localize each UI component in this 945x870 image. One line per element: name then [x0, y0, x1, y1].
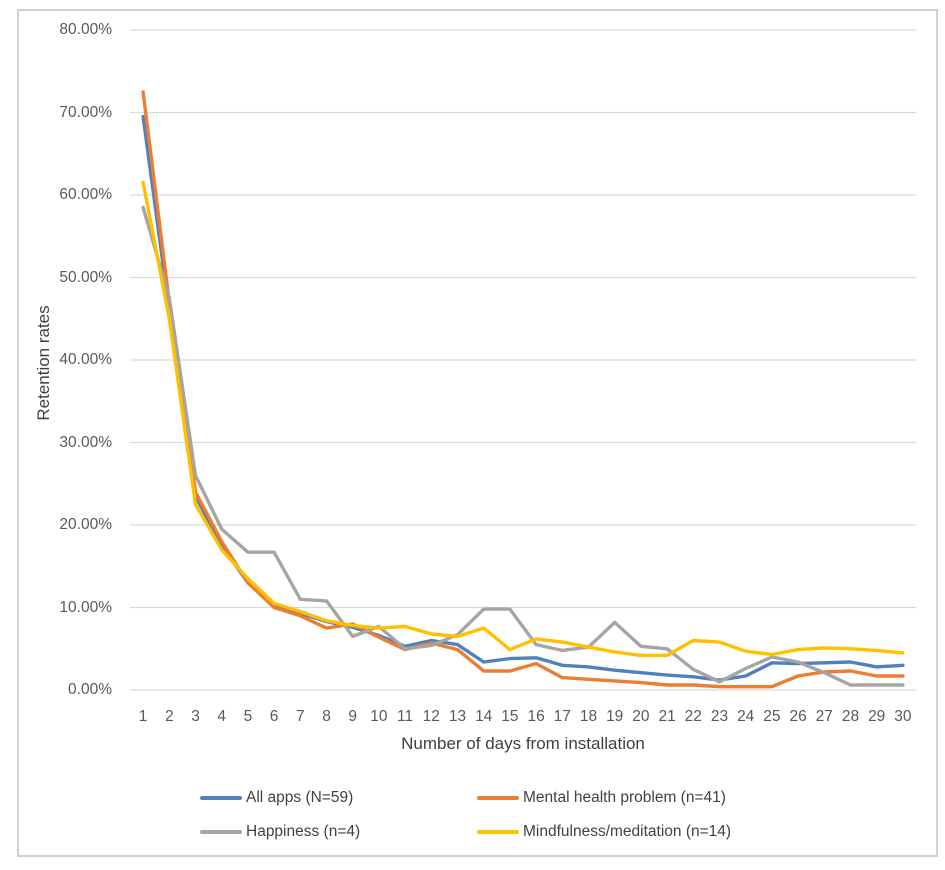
x-tick-label-9: 9: [348, 708, 357, 725]
y-tick-label-10_00pct: 10.00%: [59, 598, 112, 616]
x-tick-label-10: 10: [370, 708, 388, 725]
legend-label: Mindfulness/meditation (n=14): [523, 823, 732, 840]
legend-item-happiness-n-4: Happiness (n=4): [200, 823, 360, 841]
x-axis-title: Number of days from installation: [401, 734, 645, 753]
x-tick-label-15: 15: [501, 708, 519, 725]
x-tick-label-12: 12: [422, 708, 440, 725]
y-tick-label-20_00pct: 20.00%: [59, 516, 112, 533]
x-tick-label-4: 4: [217, 708, 226, 725]
x-tick-label-14: 14: [475, 708, 493, 725]
y-tick-label-60_00pct: 60.00%: [59, 186, 112, 203]
legend-swatch-icon: [200, 829, 242, 835]
legend-item-all-apps-n-59: All apps (N=59): [200, 789, 353, 807]
legend-item-mindfulness-meditation-n-14: Mindfulness/meditation (n=14): [477, 823, 731, 841]
legend-swatch-icon: [200, 795, 242, 801]
x-tick-label-16: 16: [527, 708, 545, 725]
legend-swatch-icon: [477, 795, 519, 801]
x-tick-label-23: 23: [710, 708, 729, 725]
x-tick-label-25: 25: [763, 708, 781, 725]
y-tick-label-0_00pct: 0.00%: [68, 681, 112, 698]
legend-label: All apps (N=59): [246, 789, 354, 806]
gridlines: [130, 29, 916, 691]
y-tick-label-30_00pct: 30.00%: [59, 433, 112, 451]
y-tick-label-70_00pct: 70.00%: [59, 103, 112, 121]
x-tick-label-28: 28: [841, 708, 860, 725]
x-tick-label-30: 30: [894, 708, 912, 725]
x-tick-label-5: 5: [243, 708, 253, 725]
x-tick-label-17: 17: [553, 708, 571, 725]
y-tick-label-40_00pct: 40.00%: [59, 351, 112, 368]
legend-label: Mental health problem (n=41): [523, 789, 726, 806]
x-tick-label-18: 18: [579, 708, 598, 725]
x-tick-label-26: 26: [789, 708, 807, 725]
x-tick-label-3: 3: [191, 708, 200, 725]
x-tick-label-2: 2: [164, 708, 174, 725]
x-tick-label-11: 11: [397, 708, 414, 725]
x-tick-label-21: 21: [658, 708, 676, 725]
x-tick-label-1: 1: [138, 708, 148, 725]
x-tick-label-29: 29: [868, 708, 886, 725]
series-line-mental-health-problem-n-41: [141, 90, 905, 689]
series-line-all-apps-n-59: [141, 114, 905, 682]
x-tick-label-27: 27: [815, 708, 833, 725]
x-tick-label-6: 6: [269, 708, 279, 725]
x-tick-label-8: 8: [322, 708, 331, 725]
y-tick-label-50_00pct: 50.00%: [59, 268, 112, 286]
legend-item-mental-health-problem-n-41: Mental health problem (n=41): [477, 789, 726, 807]
x-tick-label-19: 19: [606, 708, 624, 725]
legend-swatch-icon: [477, 829, 519, 835]
x-tick-label-13: 13: [448, 708, 467, 725]
x-tick-label-22: 22: [684, 708, 702, 725]
x-tick-label-7: 7: [295, 708, 305, 725]
x-tick-label-20: 20: [632, 708, 650, 725]
x-tick-label-24: 24: [737, 708, 755, 725]
legend-label: Happiness (n=4): [246, 823, 361, 840]
chart-outer-frame: [17, 9, 938, 857]
series-line-happiness-n-4: [141, 205, 905, 687]
y-tick-label-80_00pct: 80.00%: [59, 21, 112, 38]
series-line-mindfulness-meditation-n-14: [141, 180, 905, 658]
